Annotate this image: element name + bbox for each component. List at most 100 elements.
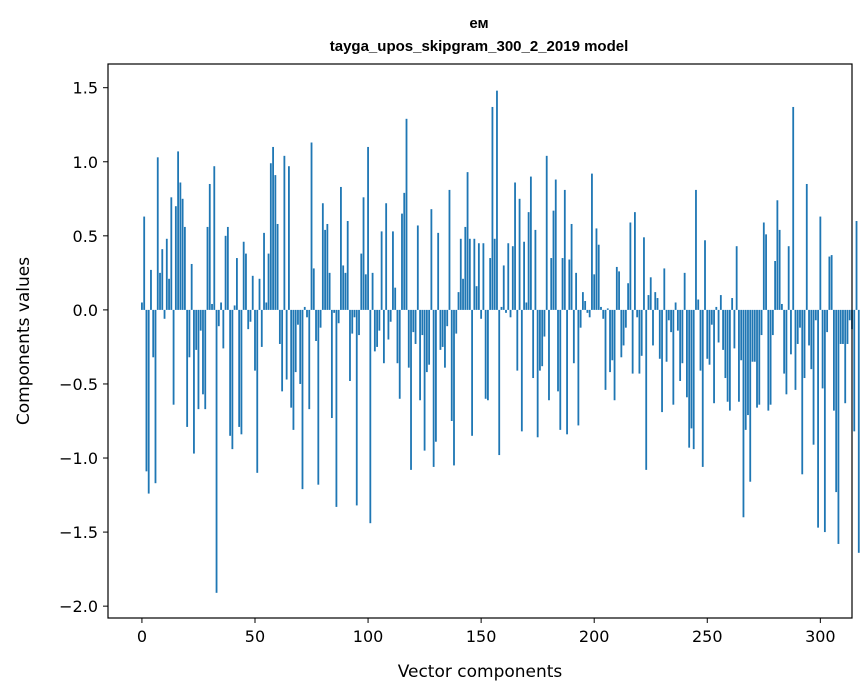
- bar-148: [475, 286, 478, 310]
- bar-245: [695, 189, 697, 310]
- bar-74: [308, 309, 311, 410]
- bar-113: [396, 309, 399, 364]
- bar-301: [821, 309, 824, 389]
- bar-209: [613, 309, 616, 401]
- bar-251: [708, 309, 711, 365]
- bar-255: [717, 309, 720, 343]
- bar-109: [387, 309, 390, 340]
- bar-177: [541, 309, 544, 367]
- bar-180: [548, 309, 550, 401]
- bar-241: [686, 309, 688, 398]
- bar-260: [728, 309, 731, 411]
- bar-37: [224, 235, 227, 310]
- bar-77: [315, 309, 317, 341]
- bar-4: [150, 269, 152, 310]
- bar-176: [539, 309, 541, 371]
- bar-155: [491, 106, 494, 310]
- bar-160: [502, 265, 505, 310]
- bar-28: [204, 309, 207, 410]
- bar-1: [143, 216, 146, 310]
- bar-254: [715, 306, 718, 310]
- bar-7: [156, 157, 159, 310]
- bar-149: [477, 243, 480, 310]
- bar-84: [330, 309, 333, 419]
- bar-282: [778, 229, 781, 310]
- bar-143: [464, 226, 467, 310]
- x-tick-label: 200: [579, 627, 610, 646]
- bar-220: [638, 309, 641, 374]
- bar-199: [591, 173, 593, 310]
- bar-151: [482, 243, 485, 310]
- bar-146: [471, 309, 473, 436]
- bar-238: [679, 309, 682, 381]
- bar-39: [229, 309, 232, 436]
- bar-284: [783, 309, 786, 374]
- bar-108: [385, 203, 388, 310]
- bar-184: [557, 309, 559, 392]
- bar-80: [321, 203, 324, 310]
- bar-185: [559, 309, 562, 430]
- bar-206: [606, 308, 609, 310]
- bar-51: [256, 309, 259, 473]
- bar-92: [349, 309, 351, 381]
- bar-81: [324, 229, 326, 310]
- bar-212: [620, 309, 623, 358]
- bar-169: [523, 241, 525, 310]
- bar-57: [269, 163, 272, 310]
- bar-100: [367, 146, 369, 310]
- x-tick-label: 300: [805, 627, 836, 646]
- bar-288: [792, 106, 795, 310]
- bar-311: [844, 309, 847, 404]
- bar-261: [731, 298, 734, 310]
- bar-19: [183, 226, 186, 310]
- bar-263: [735, 246, 738, 310]
- bar-14: [172, 309, 175, 405]
- bar-286: [787, 246, 790, 310]
- bar-73: [306, 309, 308, 318]
- bar-142: [462, 278, 464, 310]
- bar-194: [579, 309, 582, 328]
- bar-series: [141, 90, 860, 593]
- bar-125: [423, 309, 426, 451]
- bar-174: [534, 229, 537, 310]
- bar-211: [618, 271, 620, 310]
- bar-94: [353, 309, 356, 318]
- bar-83: [328, 272, 331, 310]
- bar-103: [373, 309, 376, 352]
- bar-291: [799, 309, 801, 328]
- bar-129: [432, 309, 435, 467]
- bar-96: [358, 309, 360, 336]
- bar-276: [765, 234, 767, 310]
- bar-78: [317, 309, 320, 485]
- bar-138: [453, 309, 455, 466]
- bar-247: [699, 309, 702, 371]
- bar-222: [643, 237, 645, 310]
- bar-269: [749, 309, 752, 482]
- bar-90: [344, 272, 347, 310]
- bar-208: [611, 309, 614, 361]
- bar-141: [459, 238, 462, 310]
- bar-310: [842, 309, 844, 344]
- bar-153: [487, 309, 489, 401]
- bar-173: [532, 309, 535, 379]
- bar-60: [276, 223, 279, 310]
- bar-12: [168, 278, 170, 310]
- bar-136: [448, 189, 451, 310]
- bar-22: [190, 263, 193, 310]
- bar-192: [575, 272, 578, 310]
- bar-172: [529, 176, 532, 310]
- bar-205: [604, 309, 607, 390]
- bar-137: [450, 309, 453, 421]
- bar-197: [586, 309, 589, 313]
- y-tick-label: 1.0: [73, 153, 98, 172]
- bar-234: [670, 309, 672, 333]
- bar-70: [299, 309, 302, 384]
- bar-158: [498, 309, 501, 456]
- y-tick-label: 1.5: [73, 79, 98, 98]
- bar-25: [197, 309, 200, 410]
- bar-292: [801, 309, 804, 475]
- bar-128: [430, 209, 433, 310]
- bar-182: [552, 210, 555, 310]
- bar-87: [337, 309, 340, 324]
- bar-202: [597, 244, 600, 310]
